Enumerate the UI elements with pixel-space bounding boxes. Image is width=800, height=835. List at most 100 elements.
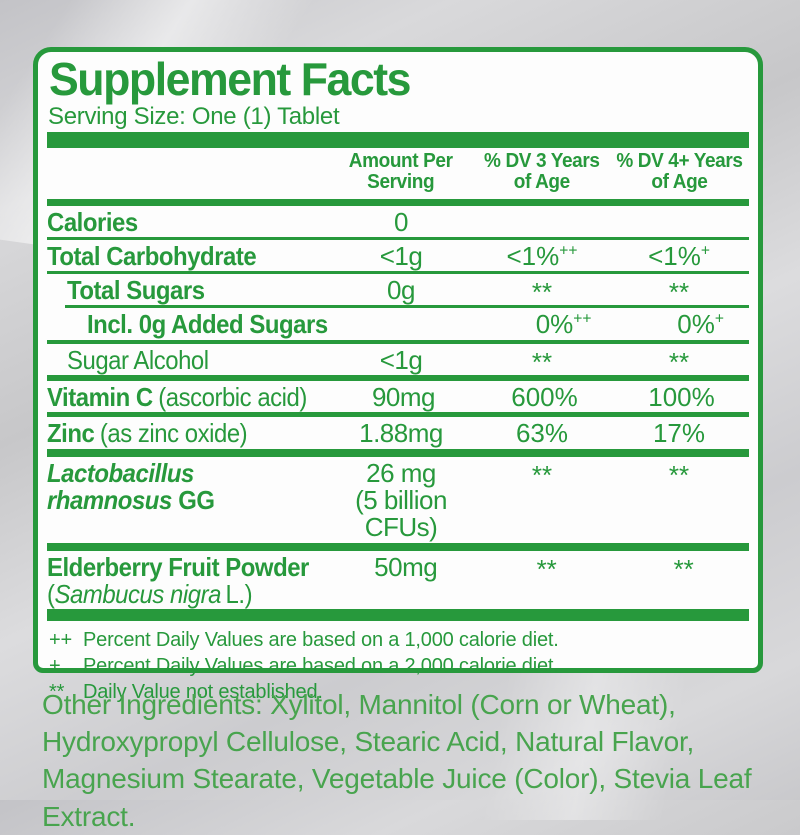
serving-size-text: Serving Size: One (1) Tablet xyxy=(48,103,340,130)
amount-value: 1.88mg xyxy=(359,418,443,449)
dv3-value: 63% xyxy=(515,418,569,449)
amount-value: 50mg xyxy=(374,551,438,582)
nutrient-name: Incl. 0g Added Sugars xyxy=(87,309,328,340)
nutrient-name: Calories xyxy=(47,206,138,237)
dv3-footnote-mark: ++ xyxy=(573,310,592,328)
footnote-symbol: ** xyxy=(49,681,65,704)
nutrient-name-cell: Vitamin C (ascorbic acid) xyxy=(47,382,330,413)
nutrient-source-note: (as zinc oxide) xyxy=(99,418,248,449)
nutrient-name: Elderberry Fruit Powder xyxy=(47,551,309,582)
footnote-line: + Percent Daily Values are based on a 2,… xyxy=(49,655,747,677)
dv3-value: ** xyxy=(531,277,553,308)
amount-cell: 0 xyxy=(327,206,475,237)
amount-value: 0 xyxy=(394,206,408,237)
latin-name-open: ( xyxy=(47,578,55,609)
panel-title: Supplement Facts xyxy=(49,53,411,105)
nutrient-name: Vitamin C xyxy=(47,382,153,413)
nutrient-name: Lactobacillus xyxy=(47,457,194,488)
footnote-text: Daily Value not established. xyxy=(83,681,323,704)
dv4-value: 17% xyxy=(652,418,706,449)
footnote-line: ++ Percent Daily Values are based on a 1… xyxy=(49,629,747,651)
nutrient-name-cell: Lactobacillus rhamnosus GG xyxy=(47,457,327,515)
nutrient-row-total-sugars: Total Sugars 0g ** ** xyxy=(47,274,749,308)
amount-cell: 26 mg (5 billion CFUs) xyxy=(327,457,475,542)
column-header-amount: Amount Per Serving xyxy=(327,151,475,193)
footnotes-block: ++ Percent Daily Values are based on a 1… xyxy=(47,621,749,703)
nutrient-row-elderberry: Elderberry Fruit Powder (Sambucus nigra L… xyxy=(47,551,749,610)
dv4-value: 100% xyxy=(648,382,715,413)
amount-cell: <1g xyxy=(327,346,475,374)
footnote-symbol: ++ xyxy=(49,629,72,652)
nutrient-row-vitamin-c: Vitamin C (ascorbic acid) 90mg 600% 100% xyxy=(47,381,749,412)
amount-value: 0g xyxy=(387,275,415,306)
nutrient-name: Total Sugars xyxy=(67,275,205,306)
amount-cell: 1.88mg xyxy=(327,420,475,447)
dv3-value: ** xyxy=(536,553,557,584)
column-header-line: of Age xyxy=(650,171,708,194)
header-divider-bar xyxy=(47,132,749,149)
dv4-cell: <1%+ xyxy=(609,240,749,271)
dv4-cell: ** xyxy=(614,554,754,582)
latin-name-close: L.) xyxy=(225,578,253,609)
amount-cell: 0g xyxy=(327,277,475,304)
footnote-line: ** Daily Value not established. xyxy=(49,681,747,703)
dv3-cell: 0%++ xyxy=(497,311,631,338)
dv4-cell: ** xyxy=(609,347,749,375)
dv4-cell: 17% xyxy=(609,420,749,447)
nutrient-name-cell: Elderberry Fruit Powder (Sambucus nigra L… xyxy=(47,551,332,609)
supplement-facts-panel: Supplement Facts Serving Size: One (1) T… xyxy=(33,47,763,703)
nutrient-source-note: (ascorbic acid) xyxy=(158,382,307,413)
dv3-value: <1% xyxy=(506,240,560,271)
dv3-cell: <1%++ xyxy=(475,240,609,271)
section-separator xyxy=(47,375,749,382)
column-header-line: Serving xyxy=(367,171,435,194)
dv4-value: ** xyxy=(668,277,690,308)
dv4-cell: ** xyxy=(609,459,749,490)
footnote-symbol: + xyxy=(49,655,61,678)
dv3-value: 600% xyxy=(511,382,578,413)
dv3-cell: ** xyxy=(475,459,609,490)
column-header-line: % DV 4+ Years xyxy=(615,150,743,173)
nutrient-row-total-carbohydrate: Total Carbohydrate <1g <1%++ <1%+ xyxy=(47,240,749,271)
row-separator xyxy=(47,412,749,418)
nutrient-name: Zinc xyxy=(47,418,95,449)
other-ingredients-text: Other Ingredients: Xylitol, Mannitol (Co… xyxy=(42,689,752,832)
amount-value: 26 mg xyxy=(366,457,436,488)
column-header-dv4: % DV 4+ Years of Age xyxy=(609,151,749,193)
column-header-underline-bar xyxy=(47,198,749,206)
dv4-cell: 0%+ xyxy=(631,311,771,338)
dv3-cell: ** xyxy=(480,553,614,584)
dv3-cell: ** xyxy=(475,277,609,308)
dv4-value: <1% xyxy=(648,240,701,271)
dv4-cell: 100% xyxy=(612,382,752,413)
column-header-dv3: % DV 3 Years of Age xyxy=(475,151,609,193)
dv3-value: 0% xyxy=(535,309,574,340)
nutrient-name-cell: Incl. 0g Added Sugars xyxy=(47,311,349,338)
nutrient-name: rhamnosus xyxy=(47,484,172,515)
amount-cell: 90mg xyxy=(330,382,478,413)
footnote-text: Percent Daily Values are based on a 1,00… xyxy=(83,629,559,652)
row-separator xyxy=(47,236,749,240)
row-separator-indented xyxy=(65,305,749,309)
row-separator xyxy=(47,339,749,344)
column-header-line: % DV 3 Years xyxy=(484,150,600,173)
amount-value: 90mg xyxy=(371,382,436,413)
column-header-row: Amount Per Serving % DV 3 Years of Age %… xyxy=(47,148,749,198)
dv4-value: ** xyxy=(668,459,690,490)
nutrient-name-cell: Total Carbohydrate xyxy=(47,242,327,270)
nutrient-name-cell: Sugar Alcohol xyxy=(47,346,327,374)
section-separator xyxy=(47,448,749,457)
nutrient-row-added-sugars: Incl. 0g Added Sugars 0%++ 0%+ xyxy=(47,308,749,339)
section-separator xyxy=(47,542,749,551)
dv4-value: 0% xyxy=(677,309,715,340)
nutrient-name-cell: Zinc (as zinc oxide) xyxy=(47,420,327,447)
footer-divider-bar xyxy=(47,609,749,622)
row-separator xyxy=(47,271,749,275)
nutrient-row-calories: Calories 0 xyxy=(47,206,749,237)
dv3-value: ** xyxy=(531,459,553,490)
amount-cell: 50mg xyxy=(332,551,480,582)
nutrient-row-sugar-alcohol: Sugar Alcohol <1g ** ** xyxy=(47,344,749,375)
dv3-footnote-mark: ++ xyxy=(559,242,578,260)
dv4-footnote-mark: + xyxy=(700,242,710,260)
column-header-line: of Age xyxy=(513,171,571,194)
